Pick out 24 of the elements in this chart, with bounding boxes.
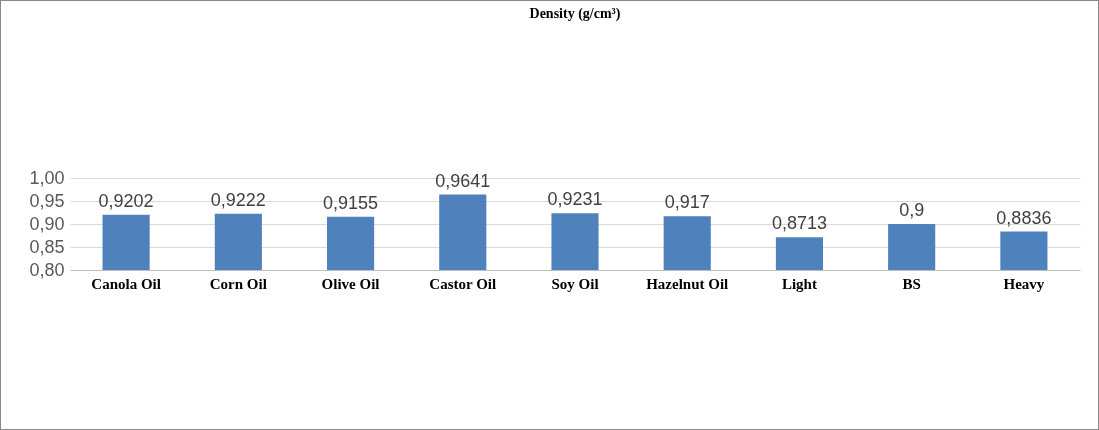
data-label: 0,917 [664, 192, 710, 213]
data-label: 0,8836 [996, 207, 1052, 228]
data-label: 0,9155 [323, 192, 379, 213]
x-tick-label: Castor Oil [429, 275, 497, 292]
x-tick-label: BS [902, 275, 921, 292]
data-label: 0,9222 [210, 189, 266, 210]
chart-title: Density (g/cm³) [529, 6, 621, 22]
x-tick-label: Light [781, 275, 817, 292]
data-label: 0,9231 [547, 189, 603, 210]
x-tick-label: Soy Oil [551, 275, 599, 292]
x-tick-label: Corn Oil [209, 275, 267, 292]
x-tick-label: Heavy [1003, 275, 1045, 292]
data-label: 0,9 [899, 200, 925, 220]
data-label: 0,9641 [435, 170, 491, 191]
y-tick-label: 0,85 [29, 236, 65, 257]
x-tick-label: Olive Oil [321, 275, 380, 292]
x-tick-label: Hazelnut Oil [646, 275, 729, 292]
y-tick-label: 0,95 [29, 190, 65, 211]
y-tick-label: 0,80 [29, 259, 65, 280]
y-tick-label: 1,00 [29, 167, 65, 188]
y-tick-label: 0,90 [29, 213, 65, 234]
data-label: 0,9202 [98, 190, 154, 211]
x-tick-label: Canola Oil [91, 275, 161, 292]
data-label: 0,8713 [771, 213, 827, 234]
